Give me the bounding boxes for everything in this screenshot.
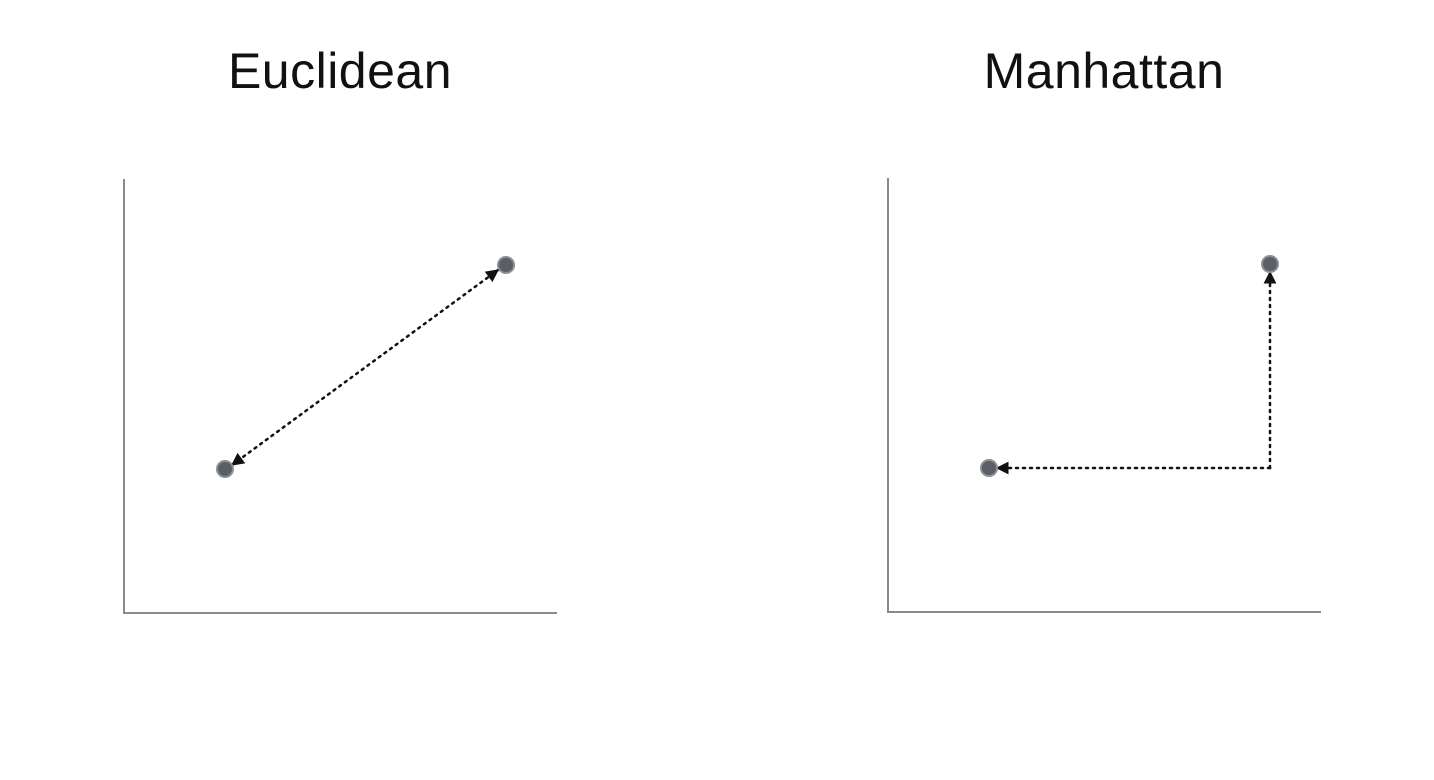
euclidean-panel bbox=[123, 179, 557, 614]
euclidean-point-b bbox=[497, 256, 515, 274]
euclidean-point-a bbox=[216, 460, 234, 478]
manhattan-point-b bbox=[1261, 255, 1279, 273]
manhattan-panel bbox=[887, 178, 1321, 613]
euclidean-distance-path bbox=[230, 268, 500, 467]
manhattan-point-a bbox=[980, 459, 998, 477]
euclidean-title: Euclidean bbox=[227, 43, 453, 99]
manhattan-title: Manhattan bbox=[983, 43, 1225, 99]
